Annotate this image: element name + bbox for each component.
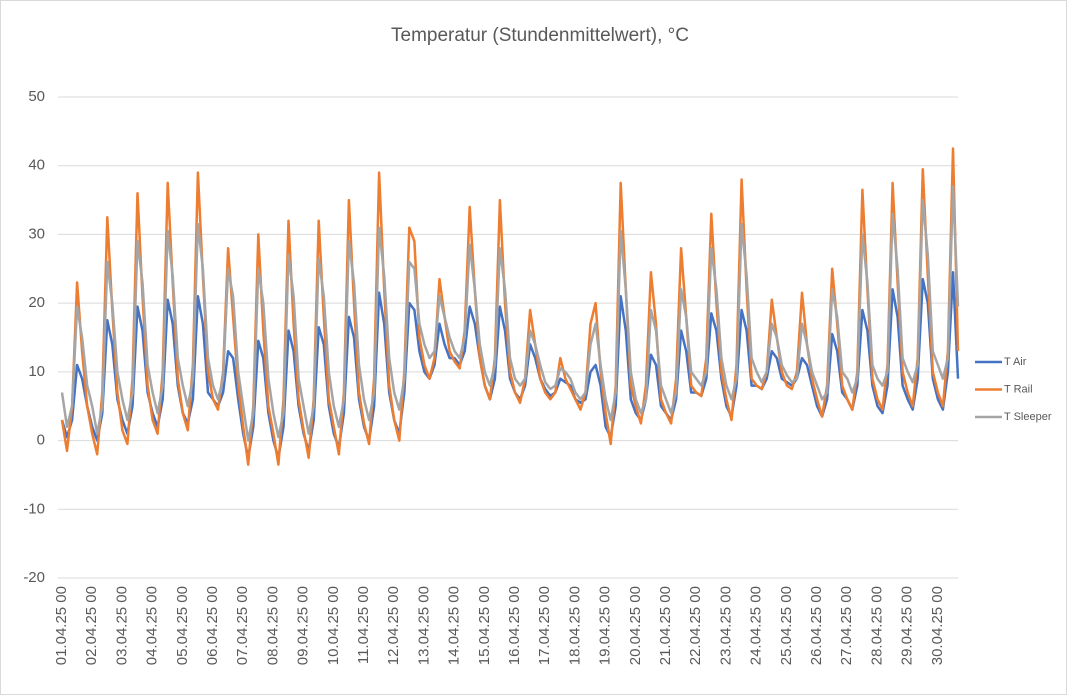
x-tick-label: 10.04.25 00 <box>325 586 342 665</box>
y-tick-label: 10 <box>28 363 45 380</box>
y-tick-label: 20 <box>28 294 45 311</box>
y-tick-label: 30 <box>28 225 45 242</box>
legend-label: T Sleeper <box>1004 411 1052 423</box>
y-tick-label: 50 <box>28 88 45 105</box>
x-tick-label: 15.04.25 00 <box>476 586 493 665</box>
x-tick-label: 21.04.25 00 <box>657 586 674 665</box>
x-tick-label: 06.04.25 00 <box>204 586 221 665</box>
chart-title: Temperatur (Stundenmittelwert), °C <box>391 25 689 46</box>
x-tick-label: 29.04.25 00 <box>899 586 916 665</box>
legend-label: T Rail <box>1004 383 1033 395</box>
x-tick-label: 17.04.25 00 <box>536 586 553 665</box>
legend-label: T Air <box>1004 356 1027 368</box>
x-tick-label: 20.04.25 00 <box>627 586 644 665</box>
x-tick-label: 08.04.25 00 <box>264 586 281 665</box>
x-tick-label: 01.04.25 00 <box>53 586 70 665</box>
x-tick-label: 13.04.25 00 <box>415 586 432 665</box>
y-tick-label: 0 <box>37 432 45 449</box>
x-tick-label: 18.04.25 00 <box>566 586 583 665</box>
series-line <box>60 185 960 442</box>
x-tick-label: 19.04.25 00 <box>597 586 614 665</box>
x-tick-label: 09.04.25 00 <box>295 586 312 665</box>
y-tick-label: 40 <box>28 157 45 174</box>
x-tick-label: 02.04.25 00 <box>83 586 100 665</box>
x-tick-label: 16.04.25 00 <box>506 586 523 665</box>
x-tick-label: 24.04.25 00 <box>748 586 765 665</box>
x-tick-label: 07.04.25 00 <box>234 586 251 665</box>
x-tick-label: 25.04.25 00 <box>778 586 795 665</box>
x-tick-label: 27.04.25 00 <box>838 586 855 665</box>
x-tick-label: 26.04.25 00 <box>808 586 825 665</box>
x-tick-label: 30.04.25 00 <box>929 586 946 665</box>
x-tick-label: 28.04.25 00 <box>868 586 885 665</box>
x-tick-label: 22.04.25 00 <box>687 586 704 665</box>
x-tick-label: 04.04.25 00 <box>144 586 161 665</box>
y-tick-label: -10 <box>23 500 45 517</box>
x-tick-label: 11.04.25 00 <box>355 586 372 664</box>
x-tick-label: 05.04.25 00 <box>174 586 191 665</box>
x-tick-label: 14.04.25 00 <box>446 586 463 665</box>
y-tick-label: -20 <box>23 569 45 586</box>
x-tick-label: 03.04.25 00 <box>113 586 130 665</box>
x-tick-label: 12.04.25 00 <box>385 586 402 665</box>
x-tick-label: 23.04.25 00 <box>717 586 734 665</box>
